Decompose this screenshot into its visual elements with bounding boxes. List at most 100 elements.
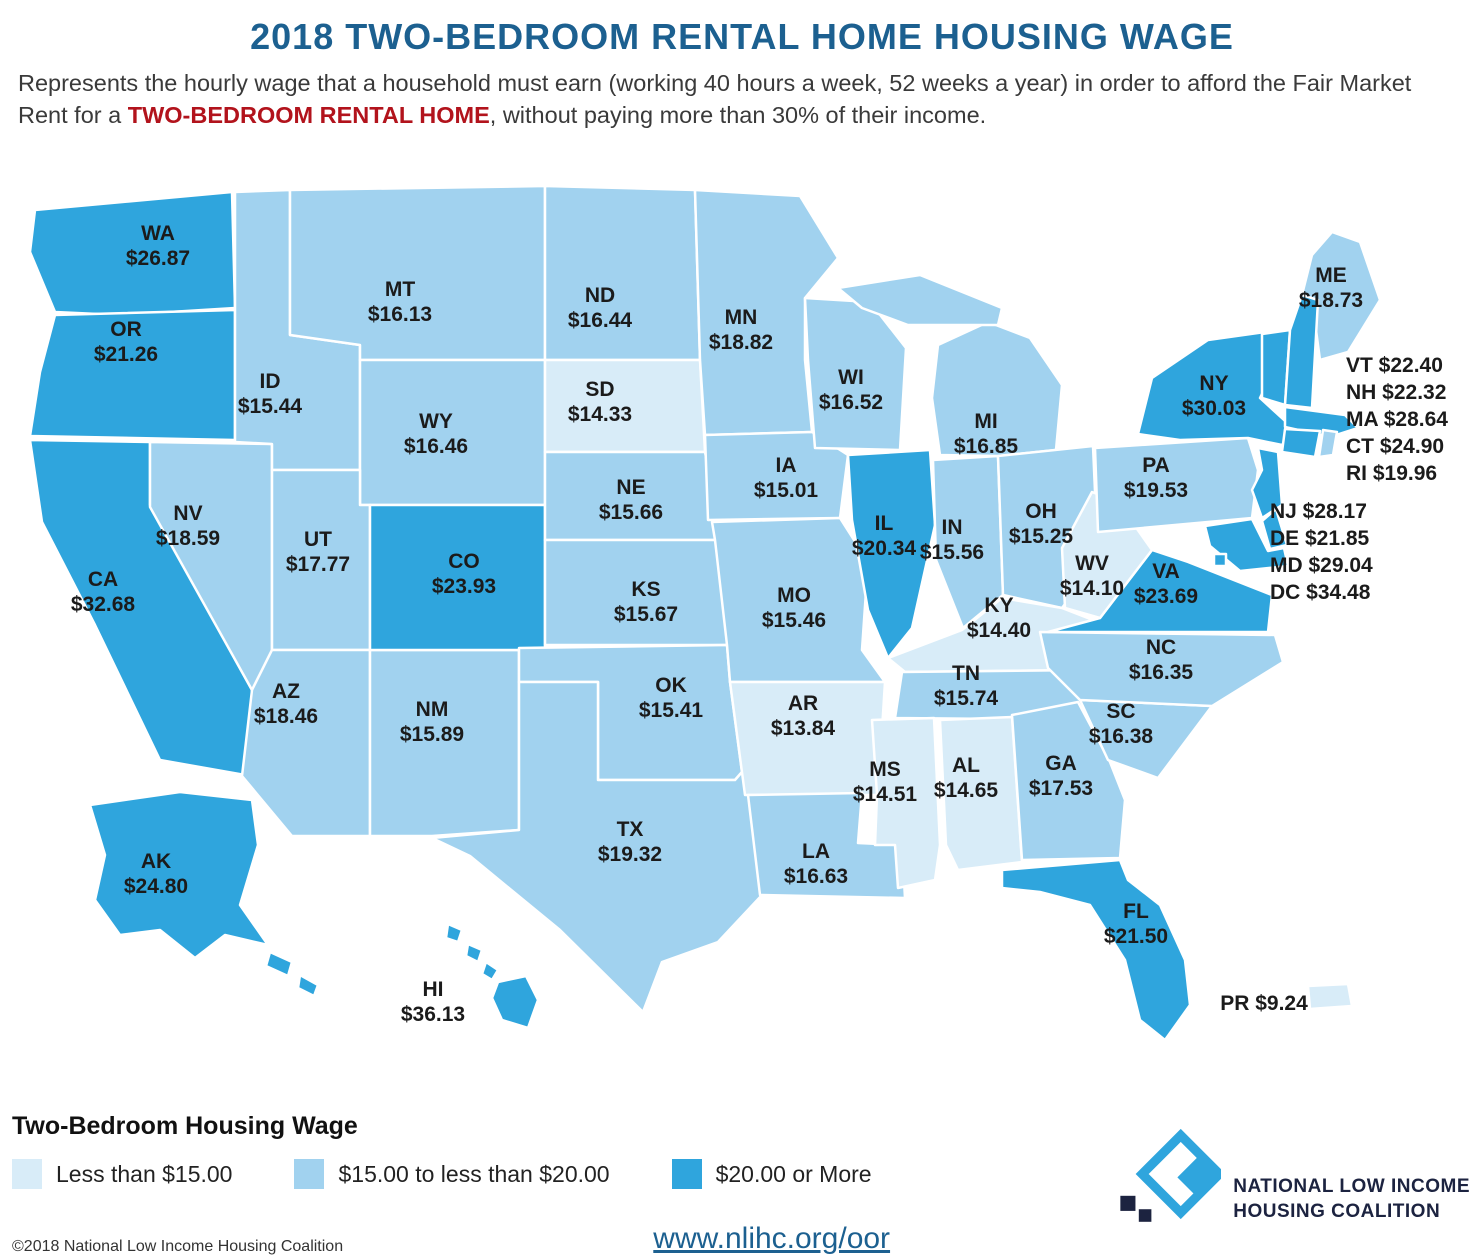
state-FL-shape [1000, 858, 1192, 1042]
state-HI-shape [480, 960, 500, 982]
subtitle-part2: , without paying more than 30% of their … [489, 101, 987, 128]
legend-item-tier3: $20.00 or More [671, 1159, 872, 1189]
state-NC-label: NC $16.35 [1129, 636, 1194, 684]
state-ID-label: ID $15.44 [238, 370, 303, 418]
legend-swatch-tier3-icon [671, 1159, 702, 1189]
legend-label-tier1: Less than $15.00 [56, 1160, 233, 1187]
state-IL-shape [846, 448, 937, 660]
nlihc-logo: NATIONAL LOW INCOME HOUSING COALITION [1117, 1118, 1470, 1230]
state-OH-label: OH $15.25 [1009, 500, 1074, 548]
state-DC-shape [1212, 552, 1228, 568]
state-MN-shape [693, 188, 840, 437]
legend-title: Two-Bedroom Housing Wage [12, 1112, 358, 1140]
state-SD-label: SD $14.33 [568, 378, 632, 426]
subtitle-highlight: TWO-BEDROOM RENTAL HOME [127, 101, 490, 128]
state-CO-label: CO $23.93 [432, 550, 496, 598]
state-HI-label: HI $36.13 [401, 978, 465, 1026]
state-OK-label: OK $15.41 [639, 674, 704, 722]
state-NY-shape [1136, 330, 1297, 447]
state-TN-label: TN $15.74 [934, 662, 999, 710]
state-CT-shape [1280, 427, 1322, 459]
state-PR-label: PR $9.24 [1220, 992, 1308, 1015]
nlihc-org-name: NATIONAL LOW INCOME HOUSING COALITION [1233, 1174, 1470, 1224]
state-PR-shape [1306, 982, 1354, 1011]
state-MT-shape [288, 184, 547, 362]
northeast-values-list-2: NJ $28.17 DE $21.85 MD $29.04 DC $34.48 [1270, 498, 1373, 606]
state-WV-label: WV $14.10 [1060, 552, 1124, 600]
state-NE-label: NE $15.66 [599, 476, 663, 524]
state-KY-label: KY $14.40 [967, 594, 1031, 642]
subtitle: Represents the hourly wage that a househ… [18, 68, 1466, 132]
state-HI-shape [490, 974, 540, 1030]
state-AZ-shape [240, 648, 372, 838]
website-link[interactable]: www.nlihc.org/oor [653, 1222, 891, 1255]
list-value-VT: VT $22.40 [1346, 354, 1443, 377]
list-value-RI: RI $19.96 [1346, 462, 1438, 485]
legend-label-tier3: $20.00 or More [715, 1160, 872, 1187]
nlihc-org-line1: NATIONAL LOW INCOME [1233, 1176, 1470, 1197]
state-AL-shape [938, 715, 1024, 872]
state-MI-shape [836, 273, 1004, 327]
list-value-CT: CT $24.90 [1346, 435, 1445, 458]
list-value-MD: MD $29.04 [1270, 554, 1373, 577]
legend-label-tier2: $15.00 to less than $20.00 [338, 1160, 610, 1187]
state-TX-shape [430, 680, 764, 1014]
state-SC-label: SC $16.38 [1089, 700, 1154, 748]
state-DE-shape [1260, 507, 1289, 551]
state-NM-label: NM $15.89 [400, 698, 464, 746]
northeast-values-list-1: VT $22.40 NH $22.32 MA $28.64 CT $24.90 RI $… [1346, 352, 1448, 487]
state-GA-shape [1010, 700, 1127, 862]
state-CA-label: CA $32.68 [71, 568, 136, 616]
page-title: 2018 TWO-BEDROOM RENTAL HOME HOUSING WAG… [250, 16, 1234, 57]
state-NJ-shape [1250, 446, 1284, 520]
list-value-DE: DE $21.85 [1270, 527, 1370, 550]
state-ND-shape [543, 184, 702, 362]
state-NY-label: NY $30.03 [1182, 372, 1246, 420]
list-value-DC: DC $34.48 [1270, 581, 1371, 604]
nlihc-house-icon [1120, 1128, 1222, 1222]
legend-swatch-tier1-icon [12, 1159, 42, 1189]
state-VA-label: VA $23.69 [1134, 560, 1198, 608]
state-AK-shape [296, 973, 320, 998]
state-ND-label: ND $16.44 [568, 284, 633, 332]
state-TX-label: TX $19.32 [598, 818, 662, 866]
header: 2018 TWO-BEDROOM RENTAL HOME HOUSING WAG… [0, 0, 1484, 132]
state-AK-shape [264, 950, 294, 978]
state-HI-shape [464, 942, 484, 964]
state-NV-label: NV $18.59 [156, 502, 220, 550]
legend-item-tier1: Less than $15.00 [12, 1159, 232, 1189]
state-HI-shape [444, 922, 464, 944]
state-WY-label: WY $16.46 [404, 410, 468, 458]
state-OR-shape [28, 308, 237, 442]
copyright-text: ©2018 National Low Income Housing Coalit… [12, 1238, 344, 1255]
legend: Two-Bedroom Housing Wage Less than $15.0… [12, 1112, 934, 1189]
state-MN-label: MN $18.82 [709, 306, 773, 354]
subtitle-part1: Represents the hourly wage that a househ… [18, 70, 1412, 128]
state-FL-label: FL $21.50 [1104, 900, 1168, 948]
legend-item-tier2: $15.00 to less than $20.00 [294, 1159, 610, 1189]
list-value-NH: NH $22.32 [1346, 381, 1447, 404]
state-IN-label: IN $15.56 [920, 516, 984, 564]
state-MI-label: MI $16.85 [954, 410, 1019, 458]
state-AK-shape [88, 790, 270, 960]
nlihc-org-line2: HOUSING COALITION [1233, 1201, 1441, 1222]
state-AZ-label: AZ $18.46 [254, 680, 318, 728]
state-NH-shape [1283, 293, 1320, 410]
state-AL-label: AL $14.65 [934, 754, 999, 802]
state-IA-label: IA $15.01 [754, 454, 819, 502]
state-PA-label: PA $19.53 [1124, 454, 1188, 502]
state-AK-label: AK $24.80 [124, 850, 188, 898]
state-IA-shape [703, 430, 850, 522]
state-NC-shape [1038, 630, 1285, 708]
state-WA-label: WA $26.87 [126, 222, 190, 270]
state-OR-label: OR $21.26 [94, 318, 158, 366]
state-AR-label: AR $13.84 [771, 692, 836, 740]
state-ME-label: ME $18.73 [1299, 264, 1363, 312]
list-value-MA: MA $28.64 [1346, 408, 1448, 431]
state-RI-shape [1317, 428, 1339, 459]
legend-swatch-tier2-icon [294, 1159, 325, 1189]
state-MS-shape [870, 716, 942, 890]
state-LA-label: LA $16.63 [784, 840, 848, 888]
state-GA-label: GA $17.53 [1029, 752, 1093, 800]
